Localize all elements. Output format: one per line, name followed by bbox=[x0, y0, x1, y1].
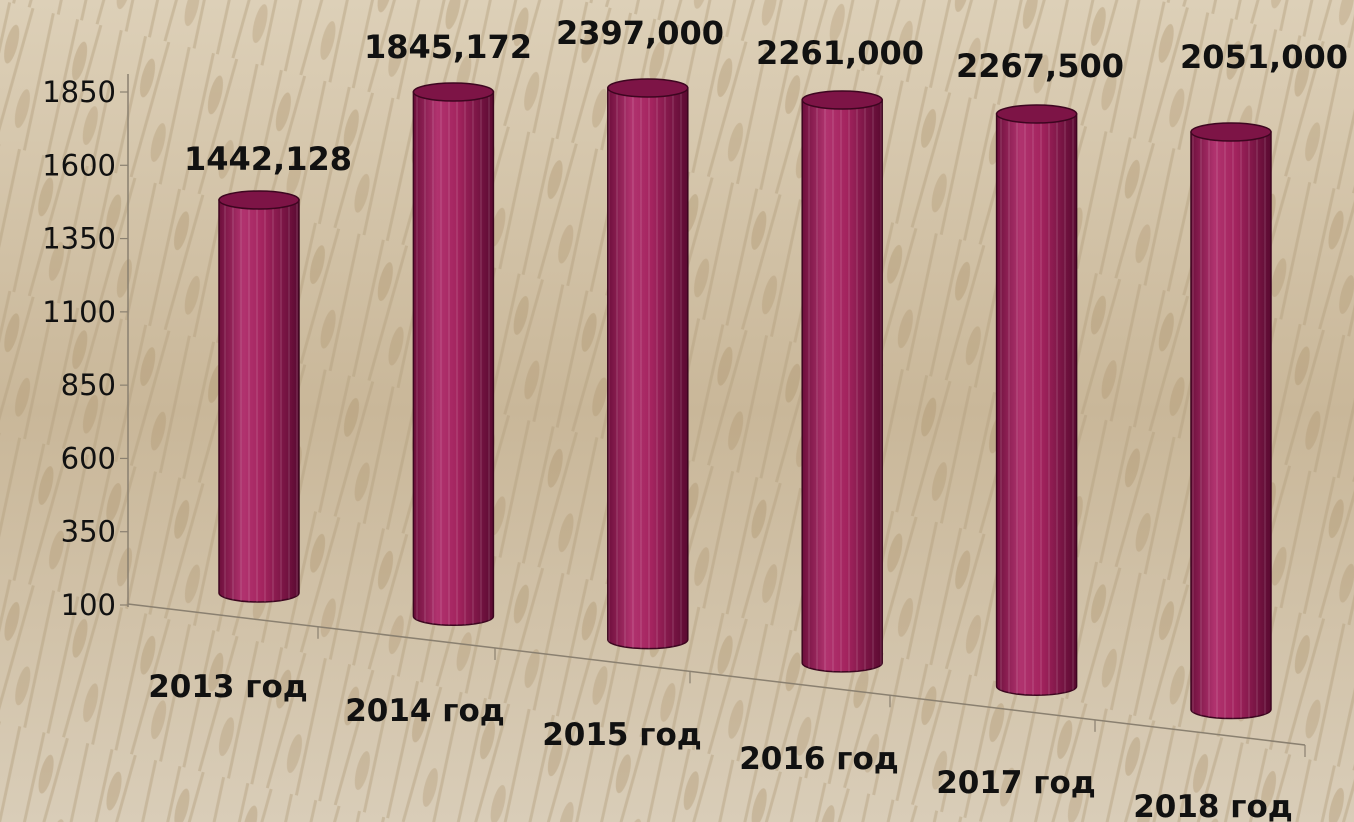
y-tick-label: 1600 bbox=[42, 148, 116, 182]
bar-texture bbox=[1191, 132, 1271, 719]
bar-1 bbox=[218, 190, 300, 603]
data-label: 2051,000 bbox=[1180, 38, 1348, 76]
y-tick-label: 350 bbox=[61, 515, 116, 549]
y-tick-label: 100 bbox=[61, 588, 116, 622]
bar-top-cap bbox=[412, 82, 495, 102]
bar-top-cap bbox=[607, 78, 689, 98]
bar-5 bbox=[995, 104, 1078, 696]
category-label: 2013 год bbox=[148, 669, 308, 705]
bar-texture bbox=[219, 200, 299, 602]
bar-texture bbox=[996, 114, 1077, 696]
data-label: 2267,500 bbox=[956, 47, 1124, 85]
y-tick-labels: 100 350 600 850 1100 1350 1600 1850 bbox=[42, 75, 116, 622]
category-label: 2015 год bbox=[542, 717, 702, 753]
y-tick-label: 1350 bbox=[42, 222, 116, 256]
bar-top-cap bbox=[218, 190, 300, 210]
y-tick-label: 850 bbox=[61, 368, 116, 402]
bar-texture bbox=[802, 100, 883, 672]
category-label: 2016 год bbox=[739, 741, 899, 777]
y-tick-label: 1100 bbox=[42, 295, 116, 329]
category-label: 2014 год bbox=[345, 693, 505, 729]
data-label: 1442,128 bbox=[184, 140, 352, 178]
y-tick-label: 600 bbox=[61, 441, 116, 475]
bar-6 bbox=[1190, 122, 1272, 720]
axes bbox=[120, 74, 1306, 757]
bar-top-cap bbox=[995, 104, 1078, 124]
bar-texture bbox=[413, 92, 494, 626]
data-labels: 1442,128 1845,172 2397,000 2261,000 2267,500… bbox=[184, 14, 1348, 178]
bars bbox=[218, 78, 1272, 720]
x-axis-line bbox=[127, 603, 1306, 746]
data-label: 1845,172 bbox=[364, 28, 532, 66]
bar-top-cap bbox=[1190, 122, 1272, 142]
category-label: 2017 год bbox=[936, 765, 1096, 801]
data-label: 2397,000 bbox=[556, 14, 724, 52]
data-label: 2261,000 bbox=[756, 34, 924, 72]
bar-3 bbox=[607, 78, 689, 650]
y-tick-label: 1850 bbox=[42, 75, 116, 109]
bar-2 bbox=[412, 82, 495, 627]
category-label: 2018 год bbox=[1133, 789, 1293, 822]
bar-top-cap bbox=[801, 90, 883, 110]
bar-4 bbox=[801, 90, 883, 673]
category-labels: 2013 год 2014 год 2015 год 2016 год 2017 год… bbox=[148, 669, 1293, 822]
bar-texture bbox=[607, 88, 688, 649]
